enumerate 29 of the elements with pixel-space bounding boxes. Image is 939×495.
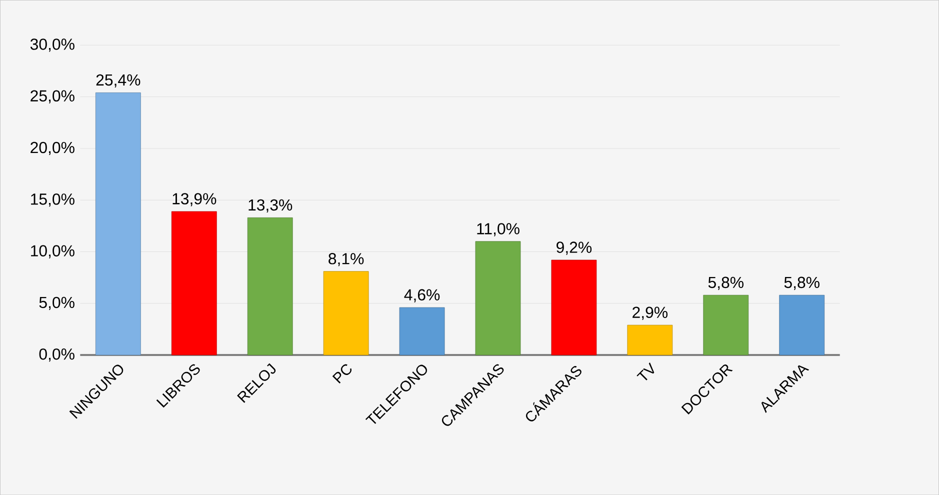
y-tick-label: 20,0% [30, 142, 74, 155]
data-label: 2,9% [632, 306, 668, 320]
bar [399, 307, 445, 356]
bar [95, 92, 141, 356]
data-label: 11,0% [477, 223, 520, 236]
x-tick-label: PC [332, 364, 352, 384]
data-label: 25,4% [96, 74, 140, 88]
bar [703, 294, 749, 356]
data-label: 9,2% [556, 242, 592, 255]
y-tick-label: 30,0% [30, 38, 74, 52]
bar [323, 271, 369, 356]
bar [627, 324, 673, 356]
y-tick-label: 10,0% [31, 245, 74, 258]
bar [171, 211, 217, 356]
y-tick-label: 0,0% [39, 348, 74, 362]
data-label: 8,1% [328, 252, 364, 266]
bar [475, 241, 521, 356]
y-tick-label: 15,0% [31, 193, 74, 207]
bar [779, 294, 825, 356]
y-tick-label: 25,0% [30, 90, 74, 104]
data-label: 13,3% [248, 199, 292, 212]
bar [551, 260, 597, 356]
y-tick-label: 5,0% [39, 296, 74, 310]
data-label: 13,9% [172, 193, 216, 206]
data-label: 5,8% [784, 276, 820, 290]
bar [247, 217, 293, 356]
data-label: 5,8% [708, 276, 744, 290]
data-label: 4,6% [404, 289, 440, 302]
x-tick-label: TV [636, 362, 654, 380]
